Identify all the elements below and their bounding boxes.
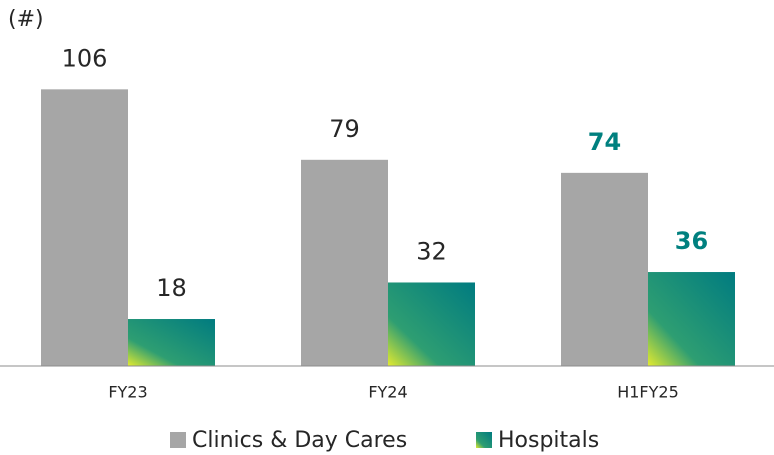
legend-swatch <box>476 432 492 448</box>
x-tick-label: H1FY25 <box>617 383 679 402</box>
legend-label: Clinics & Day Cares <box>192 428 407 453</box>
unit-label: (#) <box>8 7 44 32</box>
x-tick-label: FY24 <box>368 383 407 402</box>
value-label: 106 <box>62 44 108 72</box>
bar <box>561 172 648 366</box>
legend-swatch <box>170 432 186 448</box>
bar <box>388 282 475 366</box>
bar <box>648 272 735 366</box>
value-label: 79 <box>329 115 360 143</box>
value-label: 36 <box>675 227 708 255</box>
value-label: 74 <box>588 128 621 156</box>
bar <box>41 89 128 366</box>
x-tick-label: FY23 <box>108 383 147 402</box>
bar <box>301 159 388 366</box>
value-label: 32 <box>416 237 447 265</box>
value-label: 18 <box>156 274 187 302</box>
legend-label: Hospitals <box>498 428 599 453</box>
bar <box>128 319 215 366</box>
